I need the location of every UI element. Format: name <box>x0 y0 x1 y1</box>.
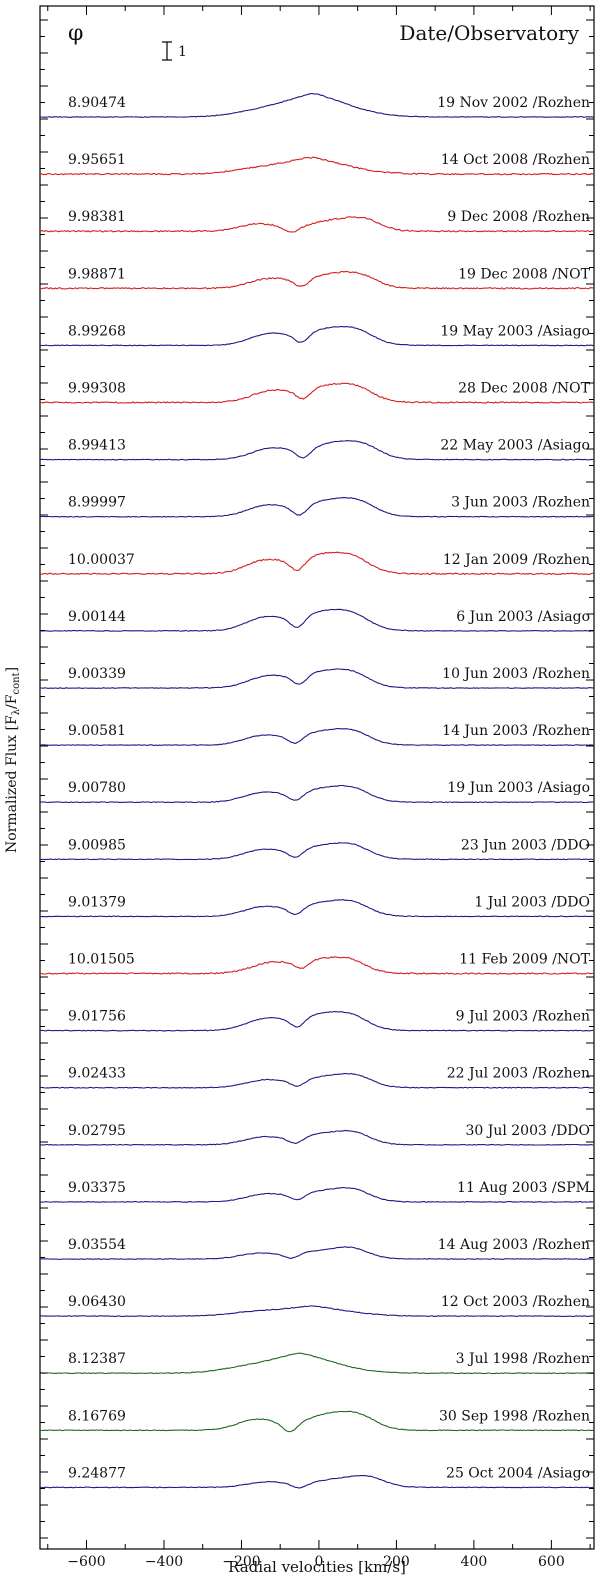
spectrum-line-11 <box>39 668 594 689</box>
date-label-2: 14 Oct 2008 /Rozhen <box>441 152 590 168</box>
phase-label-14: 9.00985 <box>68 837 126 853</box>
phase-label-12: 9.00581 <box>68 723 126 739</box>
date-label-19: 30 Jul 2003 /DDO <box>465 1123 590 1139</box>
x-axis-label: Radial velocities [km/s] <box>228 1558 406 1576</box>
spectrum-line-1 <box>39 93 594 118</box>
phase-label-1: 8.90474 <box>68 95 126 111</box>
phase-label-8: 8.99997 <box>68 495 126 511</box>
date-label-21: 14 Aug 2003 /Rozhen <box>438 1237 590 1253</box>
spectrum-line-14 <box>39 842 594 861</box>
date-label-15: 1 Jul 2003 /DDO <box>474 894 590 910</box>
spectrum-line-3 <box>39 216 594 233</box>
phase-label-13: 9.00780 <box>68 780 126 796</box>
date-label-23: 3 Jul 1998 /Rozhen <box>456 1351 590 1367</box>
spectrum-line-9 <box>39 551 594 576</box>
spectrum-line-7 <box>39 440 594 461</box>
phase-label-10: 9.00144 <box>68 609 126 625</box>
date-label-14: 23 Jun 2003 /DDO <box>461 837 590 853</box>
x-tick-label-7: 600 <box>538 1554 565 1570</box>
x-axis: −600 −400 −200 0 200 400 600 <box>47 6 591 1570</box>
phase-label-5: 8.99268 <box>68 323 126 339</box>
spectrum-line-10 <box>39 608 594 632</box>
date-label-1: 19 Nov 2002 /Rozhen <box>437 95 590 111</box>
date-label-7: 22 May 2003 /Asiago <box>440 438 590 454</box>
date-label-9: 12 Jan 2009 /Rozhen <box>443 552 590 568</box>
date-label-16: 11 Feb 2009 /NOT <box>459 952 590 968</box>
date-label-13: 19 Jun 2003 /Asiago <box>447 780 590 796</box>
phase-label-23: 8.12387 <box>68 1351 126 1367</box>
date-label-24: 30 Sep 1998 /Rozhen <box>439 1408 590 1424</box>
phase-label-17: 9.01756 <box>68 1009 126 1025</box>
date-label-4: 19 Dec 2008 /NOT <box>458 266 591 282</box>
date-label-11: 10 Jun 2003 /Rozhen <box>442 666 590 682</box>
phase-label-9: 10.00037 <box>68 552 135 568</box>
x-tick-label-4: 0 <box>314 1554 323 1570</box>
phase-label-19: 9.02795 <box>68 1123 126 1139</box>
x-tick-label-3: −200 <box>222 1554 260 1570</box>
date-label-10: 6 Jun 2003 /Asiago <box>456 609 590 625</box>
y-axis-ticks <box>40 19 594 1539</box>
phase-header: φ <box>68 21 83 46</box>
x-tick-label-6: 400 <box>461 1554 488 1570</box>
date-label-22: 12 Oct 2003 /Rozhen <box>441 1294 590 1310</box>
phase-label-20: 9.03375 <box>68 1180 126 1196</box>
date-label-25: 25 Oct 2004 /Asiago <box>446 1465 590 1481</box>
phase-label-16: 10.01505 <box>68 952 135 968</box>
spectrum-line-17 <box>39 1010 594 1032</box>
spectrum-line-24 <box>39 1410 594 1433</box>
spectrum-line-8 <box>39 497 594 518</box>
x-tick-label-2: −400 <box>145 1554 183 1570</box>
spectrum-line-15 <box>39 899 594 918</box>
phase-label-15: 9.01379 <box>68 894 126 910</box>
date-label-3: 9 Dec 2008 /Rozhen <box>447 209 590 225</box>
spectrum-line-20 <box>39 1186 594 1203</box>
phase-label-24: 8.16769 <box>68 1408 126 1424</box>
phase-label-2: 9.95651 <box>68 152 126 168</box>
phase-label-3: 9.98381 <box>68 209 126 225</box>
spectrum-line-4 <box>39 270 594 290</box>
date-label-17: 9 Jul 2003 /Rozhen <box>456 1009 590 1025</box>
phase-label-25: 9.24877 <box>68 1465 126 1481</box>
spectrum-line-12 <box>40 727 594 746</box>
date-observatory-header: Date/Observatory <box>399 21 579 45</box>
phase-label-7: 8.99413 <box>68 438 126 454</box>
spectrum-line-18 <box>39 1072 594 1089</box>
phase-label-6: 9.99308 <box>68 381 126 397</box>
date-label-20: 11 Aug 2003 /SPM <box>457 1180 590 1196</box>
scale-bar-label: 1 <box>178 44 187 60</box>
spectrum-line-16 <box>39 956 594 975</box>
date-label-8: 3 Jun 2003 /Rozhen <box>451 495 590 511</box>
x-tick-label-1: −600 <box>67 1554 105 1570</box>
spectrum-line-25 <box>39 1475 594 1489</box>
spectra-group: 8.90474 19 Nov 2002 /Rozhen 9.95651 14 Oct … <box>39 93 594 1489</box>
date-label-6: 28 Dec 2008 /NOT <box>458 381 591 397</box>
spectrum-line-2 <box>39 156 594 176</box>
scale-bar: 1 <box>162 41 187 61</box>
phase-label-21: 9.03554 <box>68 1237 126 1253</box>
spectrum-line-22 <box>39 1305 594 1317</box>
date-label-18: 22 Jul 2003 /Rozhen <box>447 1066 590 1082</box>
spectrum-line-19 <box>39 1129 594 1146</box>
phase-label-11: 9.00339 <box>68 666 126 682</box>
y-axis-label: Normalized Flux [Fλ/Fcont] <box>4 667 22 853</box>
x-tick-label-5: 200 <box>383 1554 410 1570</box>
phase-label-18: 9.02433 <box>68 1066 126 1082</box>
date-label-12: 14 Jun 2003 /Rozhen <box>442 723 590 739</box>
phase-label-22: 9.06430 <box>68 1294 126 1310</box>
date-label-5: 19 May 2003 /Asiago <box>440 323 590 339</box>
spectrum-line-21 <box>39 1246 594 1260</box>
spectrum-line-23 <box>39 1352 594 1375</box>
plot-frame <box>39 5 595 1550</box>
spectrum-line-13 <box>40 784 594 804</box>
phase-label-4: 9.98871 <box>68 266 126 282</box>
spectrum-line-6 <box>39 382 594 404</box>
spectrum-line-5 <box>39 325 594 347</box>
